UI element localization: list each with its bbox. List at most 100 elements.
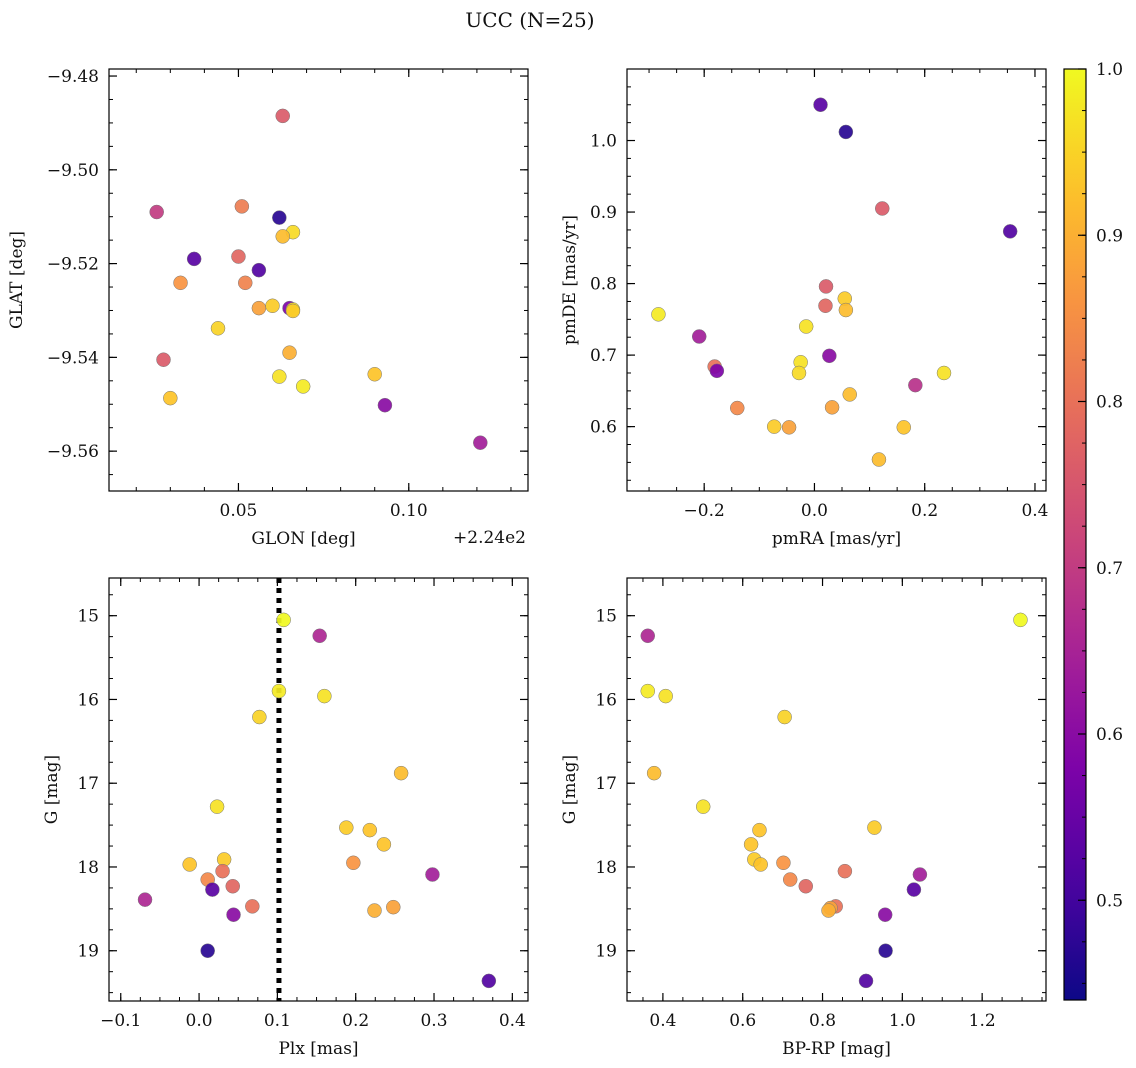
- scatter-point: [867, 820, 882, 835]
- scatter-point: [838, 124, 854, 140]
- scatter-point: [226, 907, 241, 922]
- scatter-points: [651, 97, 1018, 467]
- x-tick-label: 0.2: [911, 501, 938, 521]
- scatter-point: [818, 279, 834, 294]
- scatter-point: [824, 400, 840, 415]
- scatter-point: [818, 298, 833, 313]
- colorbar-tick-label: 1.0: [1096, 60, 1123, 80]
- scatter-point: [339, 820, 354, 835]
- scatter-point: [265, 298, 280, 314]
- colorbar-tick-label: 0.9: [1096, 226, 1123, 246]
- scatter-point: [777, 709, 792, 725]
- scatter-point: [781, 420, 797, 435]
- scatter-point: [367, 366, 382, 382]
- y-tick-label: 0.7: [590, 346, 617, 366]
- colorbar-tick-label: 0.8: [1096, 393, 1123, 413]
- scatter-point: [821, 903, 836, 918]
- colorbar-tick-label: 0.6: [1096, 725, 1123, 745]
- scatter-point: [312, 628, 327, 644]
- colorbar: 0.5 0.6 0.7 0.8 0.9 1.0: [1063, 60, 1123, 1001]
- scatter-point: [691, 329, 707, 344]
- scatter-point: [908, 377, 923, 393]
- scatter-point: [858, 973, 874, 989]
- y-tick-label: 19: [77, 942, 99, 962]
- y-tick-label: 0.8: [590, 275, 617, 295]
- scatter-point: [425, 867, 440, 882]
- scatter-point: [272, 210, 287, 225]
- scatter-point: [752, 822, 767, 838]
- scatter-point: [367, 903, 382, 918]
- scatter-point: [912, 867, 928, 882]
- scatter-point: [275, 108, 290, 124]
- scatter-point: [651, 307, 666, 322]
- scatter-point: [215, 863, 230, 879]
- colorbar-tick-label: 0.5: [1096, 891, 1123, 911]
- panel-bprp-g: 0.4 0.6 0.8 1.0 1.2 15 16 17 18 19 BP-RP [mag] G [m…: [560, 577, 1047, 1059]
- scatter-point: [730, 400, 745, 416]
- x-tick-label: −0.2: [684, 501, 725, 521]
- scatter-point: [709, 363, 725, 379]
- scatter-point: [640, 683, 656, 699]
- x-tick-label: 0.0: [801, 501, 828, 521]
- scatter-point: [481, 973, 497, 989]
- scatter-point: [163, 390, 178, 406]
- scatter-point: [878, 943, 893, 958]
- scatter-point: [149, 204, 164, 220]
- scatter-point: [798, 319, 814, 334]
- scatter-point: [317, 688, 332, 704]
- scatter-point: [295, 379, 311, 394]
- y-tick-label: −9.48: [47, 67, 99, 87]
- y-axis-label: pmDE [mas/yr]: [560, 215, 580, 345]
- y-axis-label: GLAT [deg]: [7, 231, 27, 329]
- panel-pmra-pmde: −0.2 0.0 0.2 0.4 0.6 0.7 0.8 0.9 1.0 pmRA [mas/yr…: [560, 68, 1048, 549]
- x-offset-text: +2.24e2: [453, 528, 526, 548]
- x-axis-label: GLON [deg]: [251, 529, 355, 549]
- y-tick-label: 16: [77, 690, 99, 710]
- axes-frame: [108, 577, 529, 1002]
- scatter-point: [896, 420, 912, 435]
- scatter-point: [186, 251, 202, 267]
- scatter-point: [791, 365, 807, 381]
- y-axis-label: G [mag]: [42, 755, 62, 824]
- axes-frame: [108, 68, 529, 492]
- scatter-point: [210, 321, 226, 336]
- scatter-point: [822, 348, 837, 364]
- scatter-point: [173, 275, 188, 291]
- scatter-point: [209, 799, 225, 814]
- colorbar-gradient: [1063, 68, 1087, 1001]
- y-tick-label: 18: [595, 858, 617, 878]
- scatter-point: [252, 709, 267, 725]
- figure-title: UCC (N=25): [465, 8, 594, 32]
- scatter-point: [251, 262, 267, 278]
- scatter-point: [936, 365, 952, 381]
- scatter-point: [1013, 612, 1028, 628]
- scatter-point: [875, 201, 890, 216]
- scatter-point: [275, 229, 290, 244]
- scatter-point: [362, 822, 378, 838]
- x-tick-label: 1.0: [889, 1011, 916, 1031]
- scatter-point: [473, 435, 488, 450]
- scatter-point: [272, 369, 287, 384]
- scatter-point: [182, 857, 197, 872]
- axes-frame: [626, 68, 1047, 492]
- x-tick-label: 1.2: [969, 1011, 996, 1031]
- panel-glon-glat: 0.05 0.10 −9.48 −9.50 −9.52 −9.54 −9.56 GLON [d…: [7, 67, 529, 549]
- x-tick-label: 0.05: [220, 501, 258, 521]
- scatter-point: [906, 882, 922, 897]
- scatter-point: [646, 765, 662, 781]
- scatter-point: [200, 943, 215, 958]
- scatter-point: [776, 855, 791, 871]
- scatter-point: [798, 878, 814, 894]
- scatter-point: [838, 302, 854, 318]
- x-tick-label: 0.3: [420, 1011, 447, 1031]
- scatter-point: [276, 612, 291, 628]
- scatter-point: [842, 387, 857, 402]
- y-tick-label: 17: [595, 774, 617, 794]
- scatter-point: [205, 882, 220, 897]
- scatter-point: [156, 352, 171, 367]
- scatter-point: [251, 300, 267, 316]
- scatter-point: [877, 907, 893, 922]
- x-axis-label: Plx [mas]: [278, 1039, 358, 1059]
- x-tick-label: 0.4: [649, 1011, 676, 1031]
